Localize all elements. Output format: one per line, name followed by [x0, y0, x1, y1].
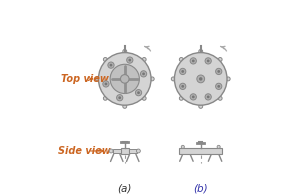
Circle shape [127, 57, 133, 63]
Circle shape [142, 58, 146, 61]
Circle shape [192, 96, 195, 98]
Circle shape [181, 85, 184, 88]
Circle shape [217, 85, 220, 88]
Circle shape [181, 145, 184, 148]
Circle shape [117, 95, 123, 101]
Circle shape [103, 81, 109, 87]
Circle shape [109, 149, 113, 153]
Circle shape [105, 82, 107, 85]
Circle shape [199, 50, 203, 53]
Circle shape [103, 96, 107, 100]
Bar [121, 148, 129, 154]
Circle shape [217, 70, 220, 73]
Circle shape [199, 104, 203, 108]
Text: (b): (b) [193, 183, 208, 194]
Circle shape [179, 58, 183, 61]
Circle shape [179, 96, 183, 100]
Circle shape [103, 58, 107, 61]
Circle shape [142, 96, 146, 100]
Circle shape [207, 59, 210, 62]
Circle shape [216, 83, 222, 90]
Circle shape [129, 59, 131, 61]
Text: (a): (a) [118, 183, 132, 194]
Circle shape [95, 77, 99, 81]
Text: Side view: Side view [58, 146, 110, 156]
Circle shape [190, 94, 196, 100]
Circle shape [150, 77, 154, 81]
Circle shape [205, 94, 211, 100]
Circle shape [180, 68, 186, 74]
Circle shape [136, 90, 142, 96]
Circle shape [110, 64, 139, 94]
Bar [179, 148, 222, 154]
Circle shape [142, 73, 145, 75]
Text: Top view: Top view [62, 74, 109, 84]
Circle shape [207, 96, 210, 98]
Circle shape [99, 53, 151, 105]
Circle shape [108, 62, 114, 68]
Circle shape [217, 145, 220, 148]
Circle shape [226, 77, 230, 81]
Circle shape [192, 59, 195, 62]
Circle shape [118, 96, 121, 99]
Bar [129, 149, 137, 153]
Circle shape [174, 53, 227, 105]
Circle shape [121, 75, 129, 83]
Circle shape [180, 83, 186, 90]
Circle shape [136, 149, 140, 153]
Circle shape [218, 96, 222, 100]
Circle shape [218, 58, 222, 61]
Circle shape [137, 91, 140, 94]
Circle shape [190, 58, 196, 64]
Circle shape [171, 77, 175, 81]
Circle shape [205, 58, 211, 64]
Circle shape [123, 50, 127, 53]
Circle shape [199, 77, 203, 81]
Bar [113, 149, 121, 153]
Circle shape [140, 71, 147, 77]
Circle shape [123, 104, 127, 108]
Circle shape [110, 64, 112, 66]
Circle shape [197, 75, 205, 83]
Circle shape [181, 70, 184, 73]
Circle shape [216, 68, 222, 74]
